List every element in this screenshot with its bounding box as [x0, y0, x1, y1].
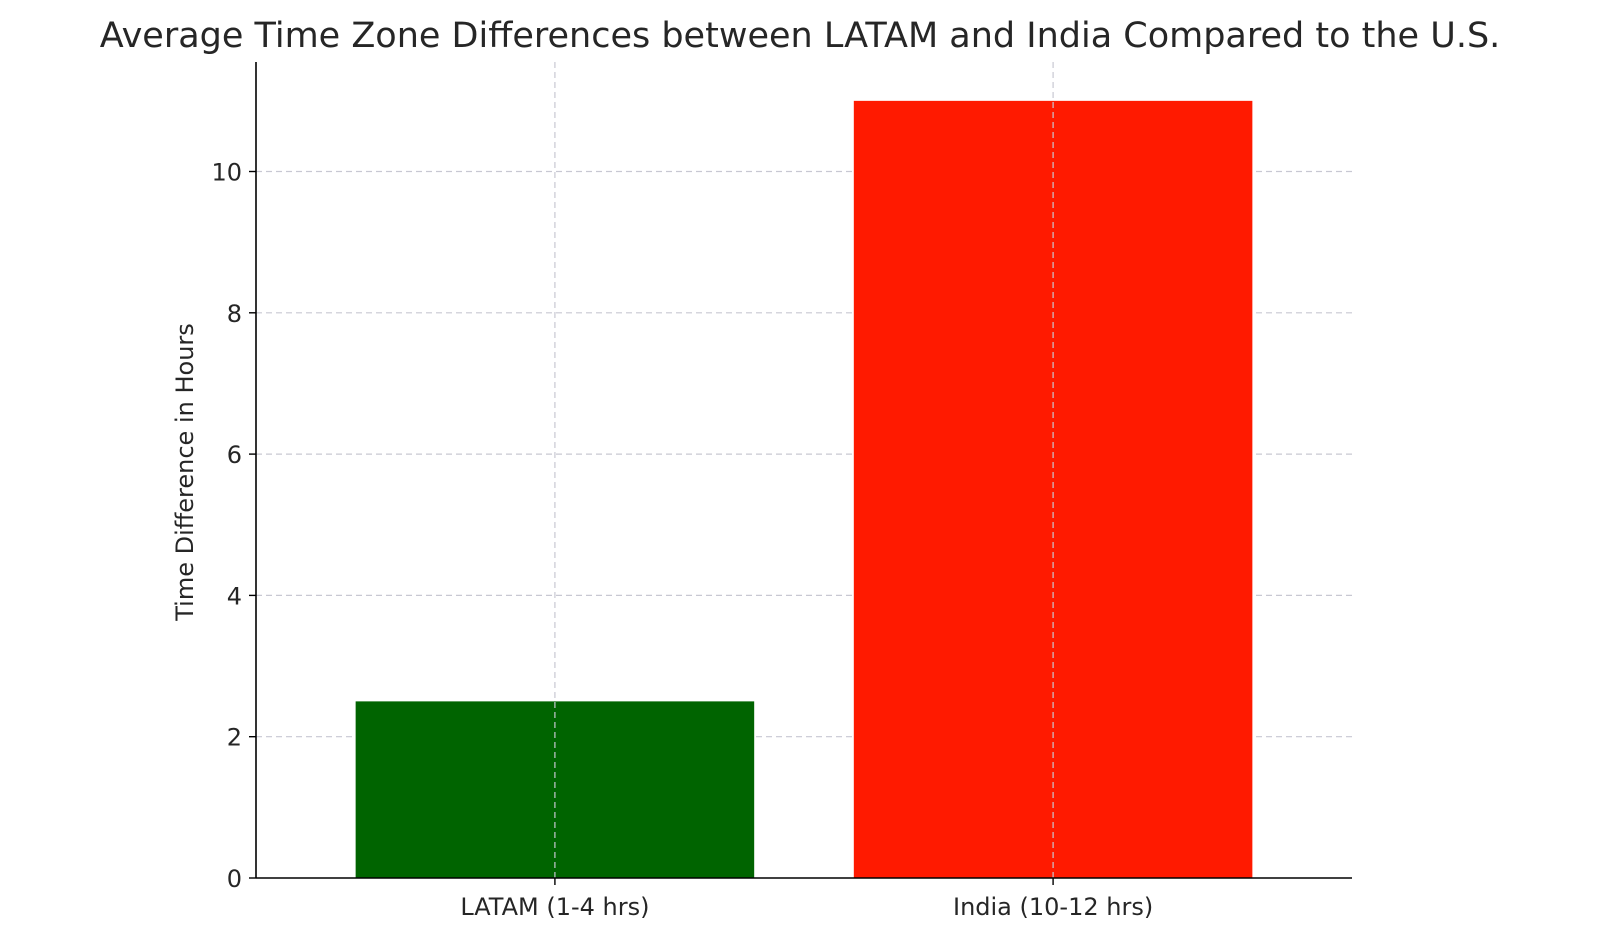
y-tick-label: 0 [227, 865, 242, 893]
x-tick-label: LATAM (1-4 hrs) [460, 893, 649, 921]
y-axis-label: Time Difference in Hours [171, 323, 199, 622]
vertical-grid-lines [554, 62, 1054, 878]
y-tick-label: 10 [211, 159, 242, 187]
x-tick-label: India (10-12 hrs) [953, 893, 1153, 921]
y-tick-label: 6 [227, 441, 242, 469]
bars [355, 100, 1253, 879]
bar-0 [355, 701, 755, 878]
y-tick-label: 4 [227, 582, 242, 610]
x-axis-ticks: LATAM (1-4 hrs) India (10-12 hrs) [460, 878, 1153, 921]
y-tick-label: 2 [227, 724, 242, 752]
axes [255, 62, 1352, 879]
bar-1 [853, 100, 1253, 879]
chart-title: Average Time Zone Differences between LA… [100, 16, 1501, 56]
y-tick-label: 8 [227, 300, 242, 328]
y-axis-ticks: 0 2 4 6 8 10 [211, 159, 256, 893]
